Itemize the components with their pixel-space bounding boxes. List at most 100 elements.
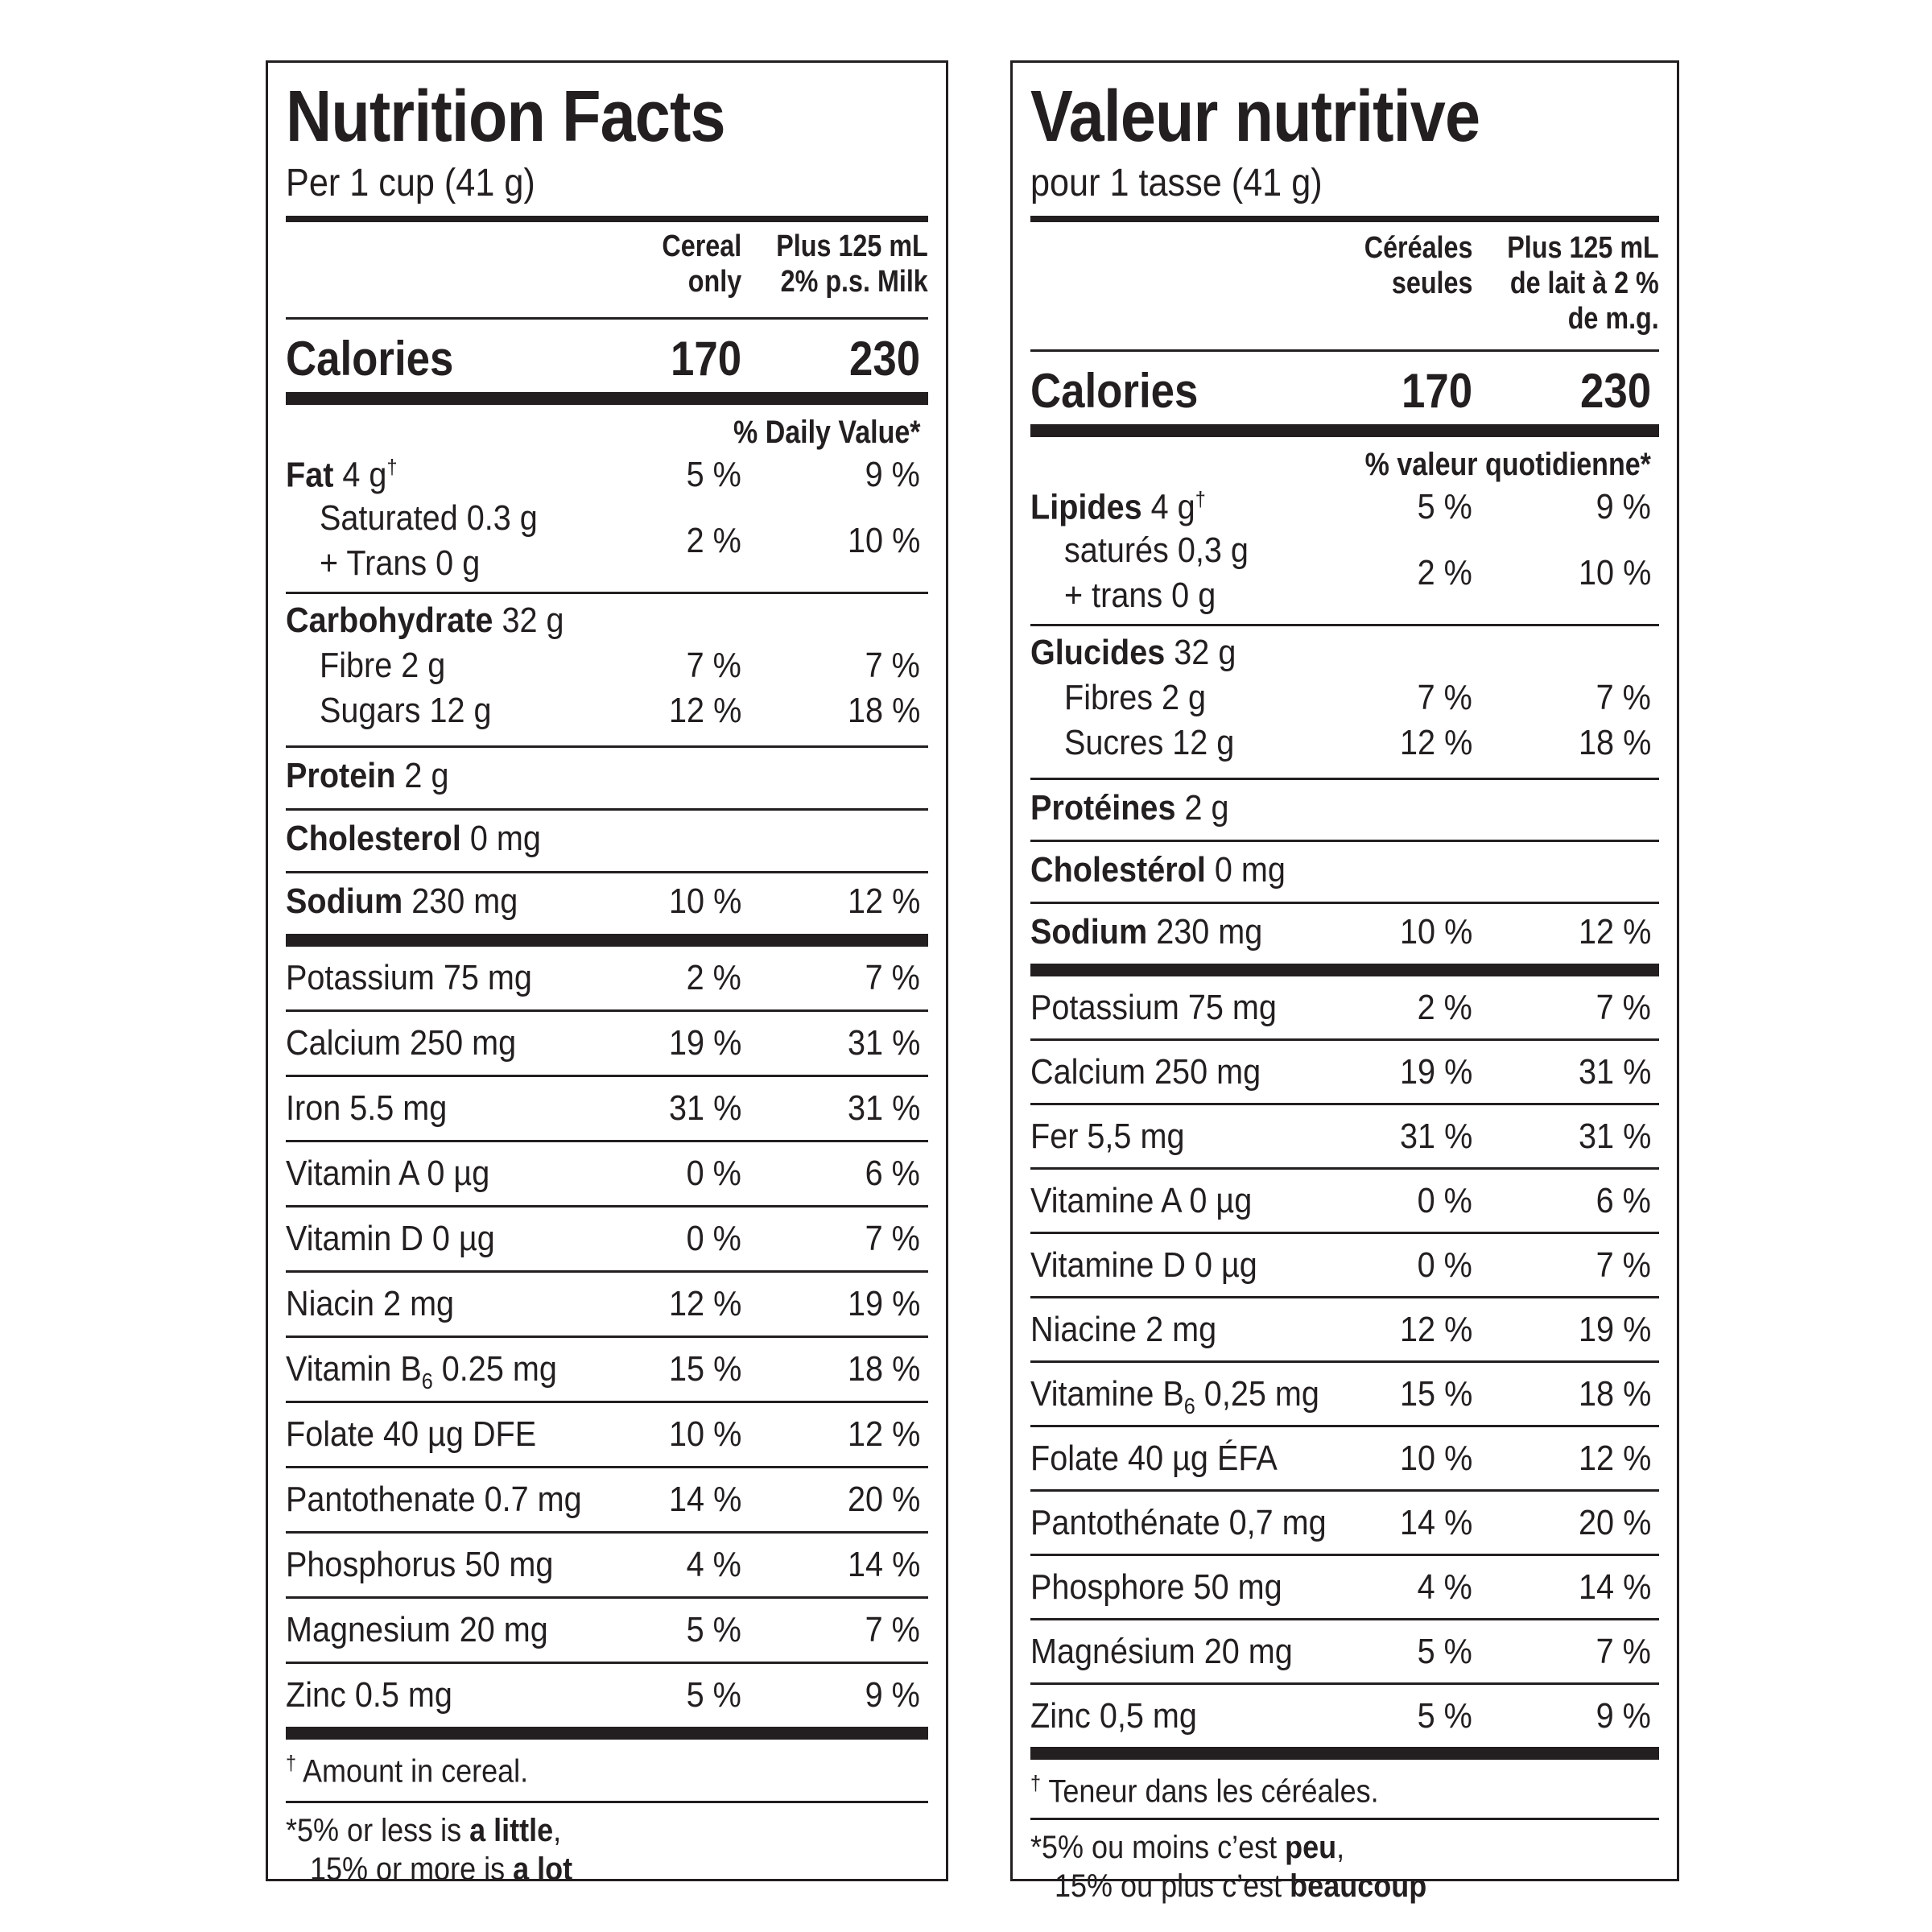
nutrient-row: Vitamine A 0 µg 0 % 6 % bbox=[1030, 1170, 1659, 1232]
nutrient-label: Iron 5.5 mg bbox=[286, 1088, 447, 1129]
nutrient-subscript: 6 bbox=[1183, 1393, 1195, 1418]
nutrient-name: Zinc 0,5 mg bbox=[1030, 1696, 1197, 1736]
fibre-label: Fibres 2 g bbox=[1064, 678, 1207, 717]
nutrient-label: Magnesium 20 mg bbox=[286, 1610, 548, 1650]
nutrient-dv-cereal: 14 % bbox=[1399, 1503, 1472, 1542]
nutrient-dv-cereal: 31 % bbox=[1399, 1117, 1472, 1156]
divider bbox=[286, 1270, 928, 1273]
nutrient-dv-milk: 7 % bbox=[865, 958, 920, 997]
nutrient-dv-milk: 31 % bbox=[847, 1023, 920, 1063]
column-header-row: Cereal only Plus 125 mL 2% p.s. Milk bbox=[286, 222, 928, 317]
nutrient-dv-milk: 31 % bbox=[1578, 1117, 1651, 1156]
protein-name: Protéines bbox=[1030, 788, 1176, 828]
protein-row: Protein 2 g bbox=[286, 748, 928, 808]
nutrient-name: Iron 5.5 mg bbox=[286, 1088, 448, 1128]
daily-value-header: % valeur quotidienne* bbox=[1030, 437, 1659, 485]
sodium-dv-cereal: 10 % bbox=[668, 881, 741, 921]
divider bbox=[286, 808, 928, 811]
divider bbox=[286, 1531, 928, 1534]
nutrient-dv-cereal: 4 % bbox=[1417, 1567, 1472, 1607]
dagger-mark: † bbox=[1030, 1771, 1042, 1795]
cholesterol-label: Cholesterol 0 mg bbox=[286, 819, 541, 859]
fibre-row: Fibres 2 g 7 % 7 % bbox=[1030, 671, 1659, 717]
cholesterol-label: Cholestérol 0 mg bbox=[1030, 850, 1286, 890]
nutrient-row: Vitamin A 0 µg 0 % 6 % bbox=[286, 1142, 928, 1205]
fibre-row: Fibre 2 g 7 % 7 % bbox=[286, 639, 928, 685]
nutrient-dv-milk: 14 % bbox=[1578, 1567, 1651, 1607]
divider bbox=[1030, 778, 1659, 780]
nutrient-dv-cereal: 5 % bbox=[1417, 1632, 1472, 1671]
sugars-dv-cereal: 12 % bbox=[668, 691, 741, 730]
divider bbox=[286, 745, 928, 748]
nutrient-dv-cereal: 12 % bbox=[668, 1284, 741, 1323]
sodium-row: Sodium 230 mg 10 % 12 % bbox=[1030, 904, 1659, 964]
nutrient-dv-milk: 20 % bbox=[847, 1480, 920, 1519]
footnote-text: , bbox=[1336, 1830, 1345, 1865]
trans-label: + trans 0 g bbox=[1064, 576, 1216, 615]
fibre-dv-milk: 7 % bbox=[865, 646, 920, 685]
footnote-text: 5% ou moins c’est bbox=[1042, 1830, 1286, 1865]
carbohydrate-amount: 32 g bbox=[502, 601, 564, 640]
sugars-dv-milk: 18 % bbox=[847, 691, 920, 730]
nutrient-row: Potassium 75 mg 2 % 7 % bbox=[286, 947, 928, 1009]
fat-amount: 4 g bbox=[342, 455, 387, 495]
sugars-label: Sucres 12 g bbox=[1064, 723, 1235, 762]
divider bbox=[1030, 840, 1659, 842]
footnote-text: 15% or more is bbox=[310, 1852, 514, 1887]
fat-label: Fat 4 g† bbox=[286, 455, 397, 496]
nutrient-dv-cereal: 0 % bbox=[1417, 1245, 1472, 1285]
nutrient-name: Vitamin B bbox=[286, 1349, 422, 1389]
nutrient-row: Folate 40 µg DFE 10 % 12 % bbox=[286, 1403, 928, 1466]
sugars-label: Sugars 12 g bbox=[320, 691, 492, 730]
dagger-mark: † bbox=[286, 1751, 297, 1775]
nutrient-dv-milk: 31 % bbox=[1578, 1052, 1651, 1092]
footnote-amount: † Teneur dans les céréales. bbox=[1030, 1771, 1379, 1810]
thick-divider bbox=[286, 1727, 928, 1740]
nutrient-dv-milk: 7 % bbox=[865, 1610, 920, 1649]
fat-dv-milk: 9 % bbox=[1596, 487, 1651, 526]
col2-header: Plus 125 mL 2% p.s. Milk bbox=[776, 229, 928, 299]
footnote-text: 15% ou plus c’est bbox=[1055, 1868, 1290, 1904]
protein-amount: 2 g bbox=[404, 756, 449, 795]
divider bbox=[286, 1075, 928, 1077]
nutrient-label: Folate 40 µg ÉFA bbox=[1030, 1439, 1278, 1479]
nutrient-label: Pantothénate 0,7 mg bbox=[1030, 1503, 1327, 1543]
saturated-label: saturés 0,3 g bbox=[1064, 530, 1249, 570]
nutrient-dv-milk: 31 % bbox=[847, 1088, 920, 1128]
nutrient-label: Vitamin D 0 µg bbox=[286, 1219, 495, 1259]
nutrient-row: Fer 5,5 mg 31 % 31 % bbox=[1030, 1105, 1659, 1167]
nutrient-dv-milk: 12 % bbox=[1578, 1439, 1651, 1478]
calories-label: Calories bbox=[286, 332, 454, 386]
nutrient-name: Niacine 2 mg bbox=[1030, 1310, 1217, 1349]
sodium-dv-cereal: 10 % bbox=[1399, 912, 1472, 952]
nutrient-dv-milk: 19 % bbox=[847, 1284, 920, 1323]
thick-divider bbox=[286, 934, 928, 947]
sugars-dv-milk: 18 % bbox=[1578, 723, 1651, 762]
divider bbox=[1030, 1232, 1659, 1234]
calories-row: Calories 170 230 bbox=[1030, 352, 1659, 424]
nutrient-label: Vitamine D 0 µg bbox=[1030, 1245, 1257, 1286]
nutrient-name: Vitamin A 0 µg bbox=[286, 1154, 490, 1193]
nutrient-subscript: 6 bbox=[421, 1368, 433, 1393]
col1-header-line1: Cereal bbox=[662, 229, 741, 263]
nutrient-row: Vitamine D 0 µg 0 % 7 % bbox=[1030, 1234, 1659, 1296]
calories-with-milk: 230 bbox=[848, 332, 920, 386]
calories-row: Calories 170 230 bbox=[286, 320, 928, 392]
divider bbox=[1030, 1554, 1659, 1556]
nutrient-dv-cereal: 5 % bbox=[686, 1675, 741, 1715]
sugars-row: Sugars 12 g 12 % 18 % bbox=[286, 684, 928, 745]
nutrient-name: Pantothénate 0,7 mg bbox=[1030, 1503, 1327, 1542]
nutrient-dv-cereal: 19 % bbox=[1399, 1052, 1472, 1092]
nutrient-name: Magnésium 20 mg bbox=[1030, 1632, 1293, 1671]
trans-label: + Trans 0 g bbox=[320, 543, 481, 583]
nutrient-amount: 0.25 mg bbox=[432, 1349, 557, 1389]
asterisk-mark: * bbox=[286, 1813, 298, 1848]
nutrient-row: Iron 5.5 mg 31 % 31 % bbox=[286, 1077, 928, 1140]
daily-value-label: % valeur quotidienne* bbox=[1364, 447, 1651, 482]
fat-label: Lipides 4 g† bbox=[1030, 487, 1206, 528]
nutrient-dv-milk: 20 % bbox=[1578, 1503, 1651, 1542]
nutrient-row: Vitamin B6 0.25 mg 15 % 18 % bbox=[286, 1338, 928, 1401]
sodium-name: Sodium bbox=[1030, 912, 1148, 952]
nutrient-dv-milk: 19 % bbox=[1578, 1310, 1651, 1349]
nutrient-dv-cereal: 5 % bbox=[1417, 1696, 1472, 1736]
